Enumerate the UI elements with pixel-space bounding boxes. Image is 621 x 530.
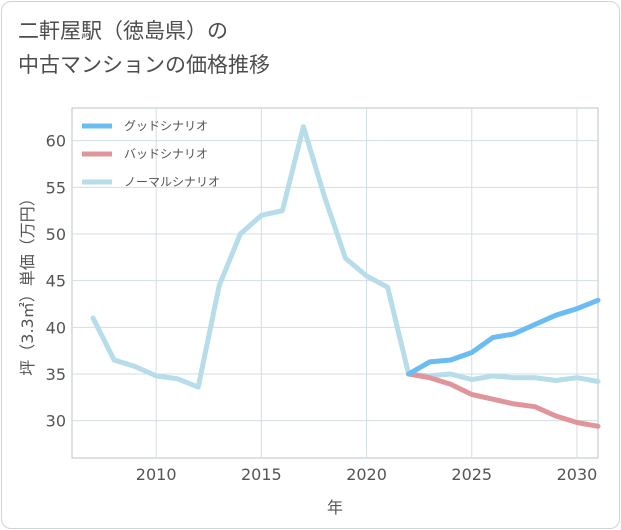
series-line-1 <box>406 371 601 429</box>
y-tick-label-30: 30 <box>46 412 66 431</box>
x-tick-label-2010: 2010 <box>136 465 177 484</box>
y-axis-label: 坪（3.3㎡）単価（万円） <box>18 190 37 375</box>
series-lines <box>90 124 601 429</box>
legend-label-1: バッドシナリオ <box>124 147 208 161</box>
y-tick-label-50: 50 <box>46 225 66 244</box>
series-line-0 <box>406 297 601 377</box>
y-tick-label-45: 45 <box>46 272 66 291</box>
tick-labels: 2010 2015 2020 2025 2030 30 35 40 45 50 55 60 <box>46 132 598 484</box>
legend-label-0: グッドシナリオ <box>124 119 208 133</box>
chart-title: 二軒屋駅（徳島県）の 中古マンションの価格推移 <box>18 14 270 82</box>
chart-title-line-2: 中古マンションの価格推移 <box>18 53 270 77</box>
legend-label-2: ノーマルシナリオ <box>124 175 220 189</box>
y-tick-label-40: 40 <box>46 318 66 337</box>
chart-title-line-1: 二軒屋駅（徳島県）の <box>18 19 228 43</box>
series-line-2 <box>90 124 601 390</box>
y-tick-label-55: 55 <box>46 178 66 197</box>
x-tick-label-2030: 2030 <box>557 465 598 484</box>
x-tick-label-2015: 2015 <box>241 465 282 484</box>
y-tick-label-35: 35 <box>46 365 66 384</box>
x-axis-label: 年 <box>327 498 343 517</box>
y-tick-label-60: 60 <box>46 132 66 151</box>
grid-lines <box>72 108 598 458</box>
x-tick-label-2020: 2020 <box>346 465 387 484</box>
x-tick-label-2025: 2025 <box>451 465 492 484</box>
plot-area <box>71 107 599 459</box>
